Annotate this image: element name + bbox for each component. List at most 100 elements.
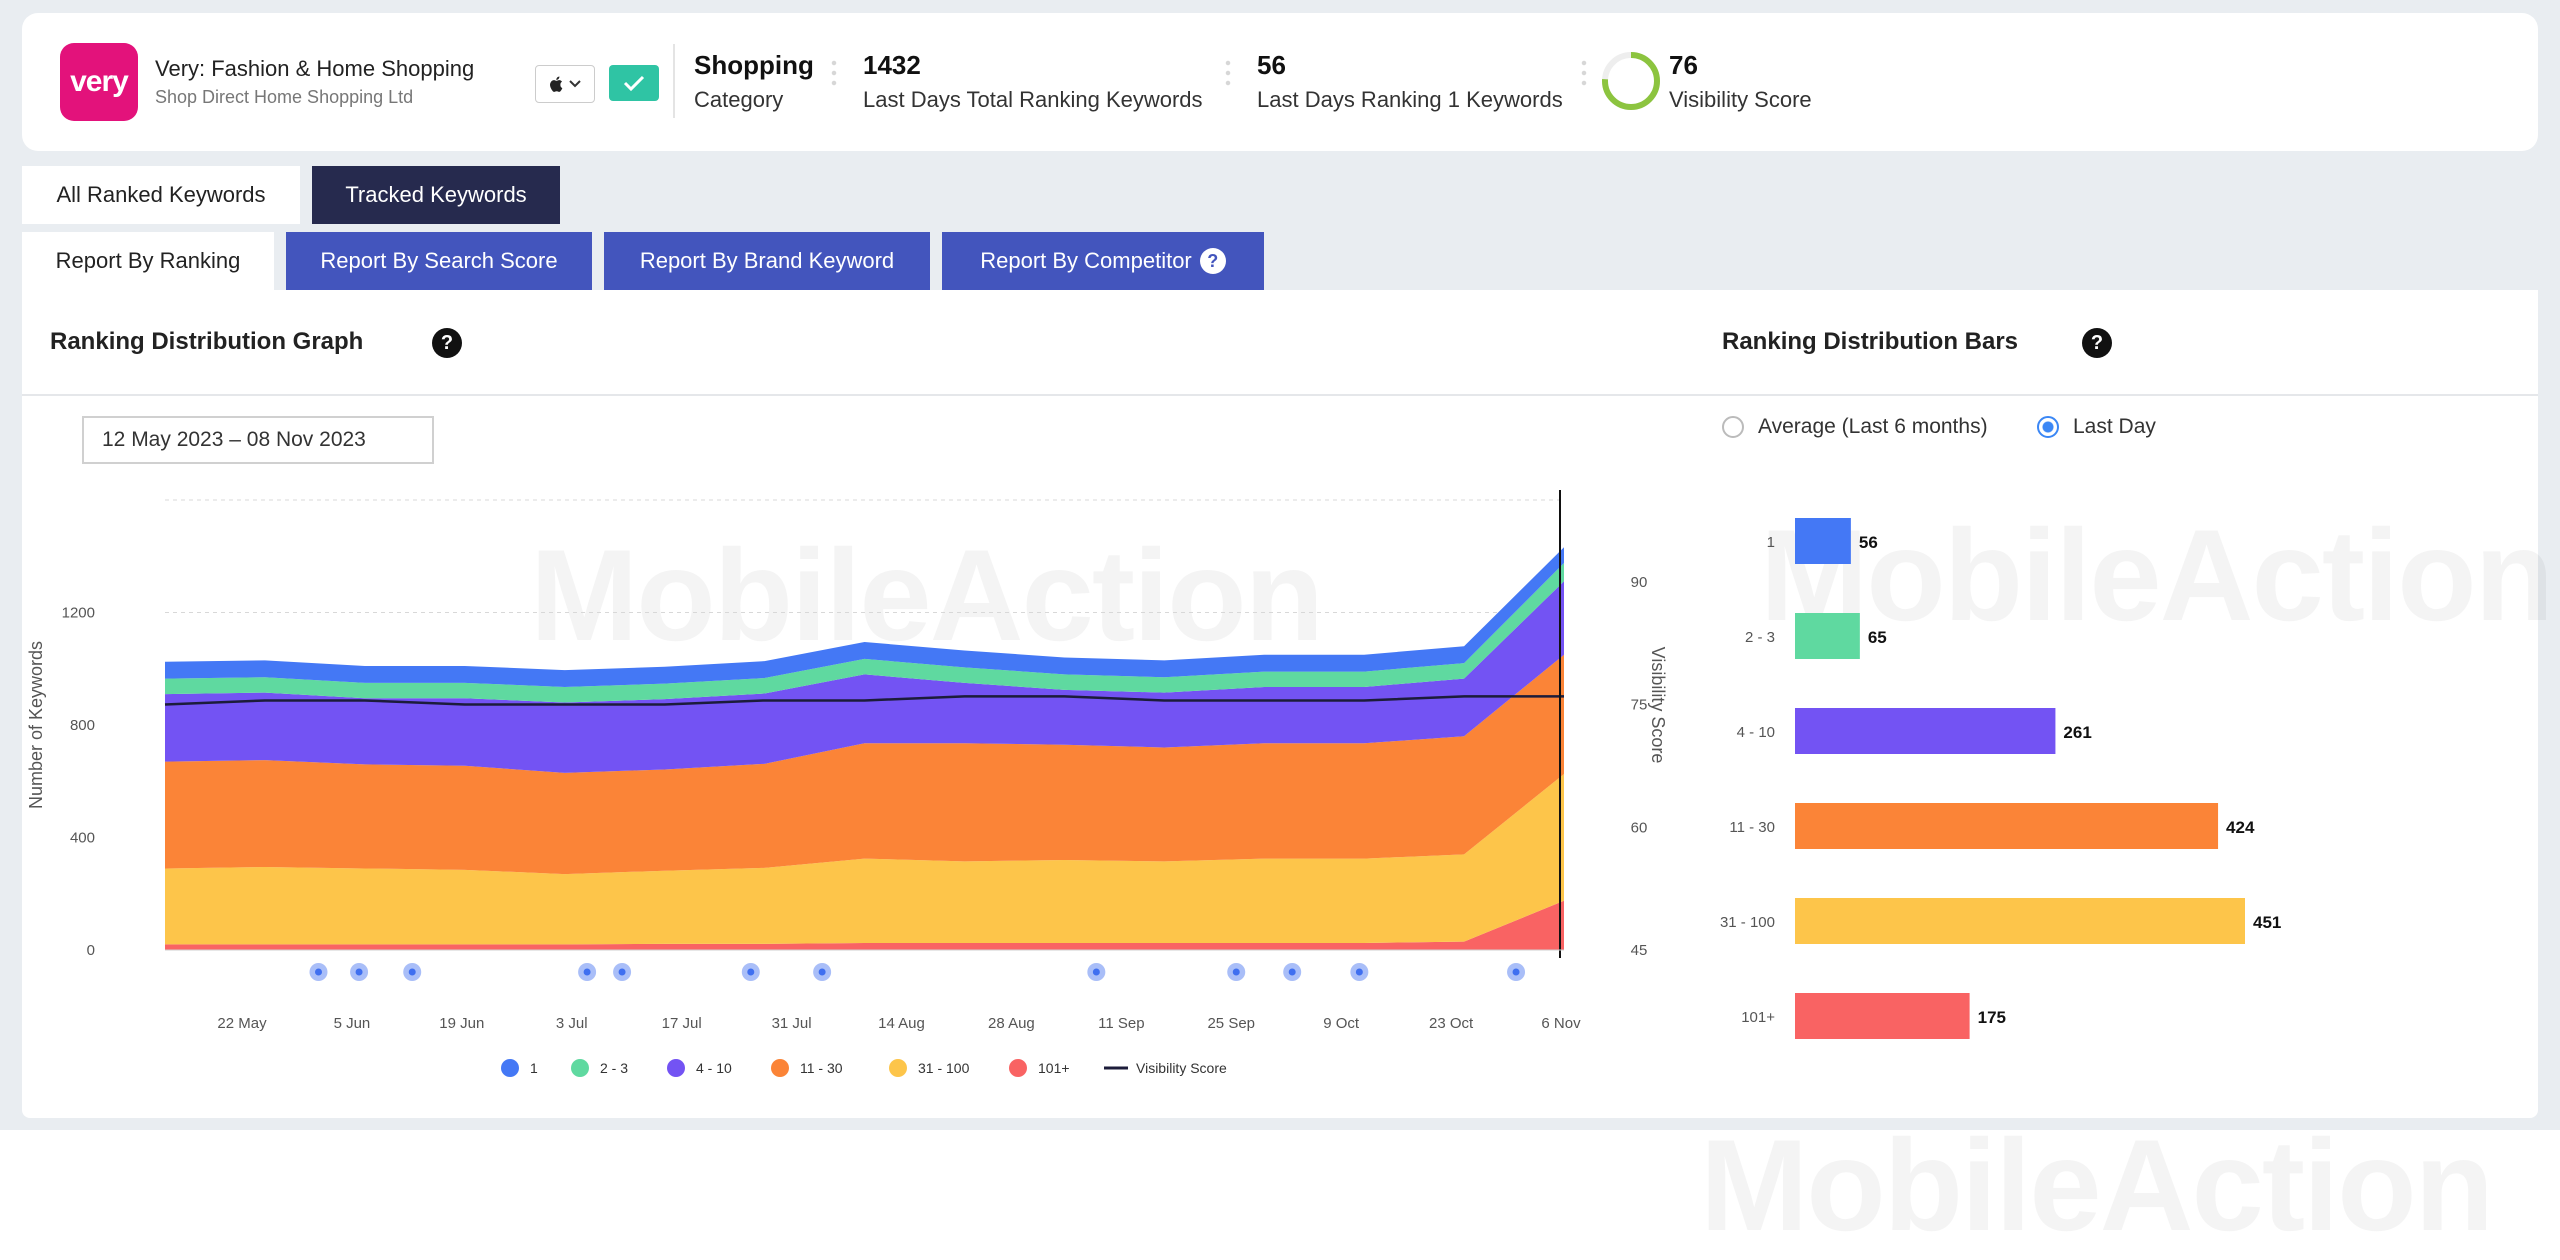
confirm-button[interactable] — [609, 65, 659, 101]
stat-visibility: 76 Visibility Score — [1669, 50, 1812, 113]
area-series-101+[interactable] — [165, 900, 1564, 950]
bar-category-label: 4 - 10 — [1737, 724, 1775, 741]
annotation-pin-icon[interactable] — [1087, 963, 1106, 981]
help-icon[interactable]: ? — [2082, 328, 2112, 358]
y2-tick-label: 60 — [1631, 819, 1648, 836]
category-value: Shopping — [694, 50, 814, 80]
separator-dots — [1224, 58, 1232, 88]
area-series-11-30[interactable] — [165, 654, 1564, 875]
annotation-pin-icon[interactable] — [578, 963, 597, 981]
annotation-pin-icon[interactable] — [403, 963, 422, 981]
tab-all-ranked-keywords[interactable]: All Ranked Keywords — [22, 166, 300, 224]
separator-dots — [830, 58, 838, 88]
annotation-pin-icon[interactable] — [1350, 963, 1369, 981]
legend-swatch — [889, 1059, 907, 1077]
legend-item[interactable]: 1 — [501, 1059, 538, 1077]
annotation-pin-icon[interactable] — [613, 963, 632, 981]
pin-dot — [1232, 968, 1240, 976]
radio-last-day[interactable]: Last Day — [2037, 415, 2156, 439]
x-tick-label: 5 Jun — [334, 1015, 371, 1032]
subtab-report-by-ranking[interactable]: Report By Ranking — [22, 232, 274, 290]
tab-tracked-keywords[interactable]: Tracked Keywords — [312, 166, 560, 224]
y-tick-label: 1200 — [62, 605, 95, 622]
area-series-31-100[interactable] — [165, 773, 1564, 945]
radio-average-6-months[interactable]: Average (Last 6 months) — [1722, 415, 1988, 439]
area-series-1[interactable] — [165, 547, 1564, 688]
annotation-pin-icon[interactable] — [309, 963, 328, 981]
bar-2-3[interactable] — [1795, 613, 1860, 659]
bar-category-label: 31 - 100 — [1720, 914, 1775, 931]
apple-icon — [550, 76, 563, 92]
ranking-distribution-bars[interactable]: 1 56 2 - 3 65 4 - 10 261 11 - 30 424 31 - 100 451… — [1700, 480, 2530, 1080]
rank1-keywords-label: Last Days Ranking 1 Keywords — [1257, 87, 1563, 112]
help-icon[interactable]: ? — [1199, 248, 1226, 274]
legend-swatch — [667, 1059, 685, 1077]
pin-dot — [355, 968, 363, 976]
watermark: MobileAction — [1700, 1110, 2494, 1260]
bar-value-label: 65 — [1868, 628, 1887, 647]
y-tick-label: 400 — [70, 830, 95, 847]
legend-item[interactable]: Visibility Score — [1104, 1060, 1227, 1076]
stat-total-keywords: 1432 Last Days Total Ranking Keywords — [863, 50, 1203, 113]
bar-11-30[interactable] — [1795, 803, 2219, 849]
date-range-picker[interactable]: 12 May 2023 – 08 Nov 2023 — [82, 416, 434, 464]
visibility-gauge — [1602, 52, 1660, 110]
legend-swatch — [1009, 1059, 1027, 1077]
chevron-down-icon — [569, 80, 581, 88]
pin-dot — [583, 968, 591, 976]
legend-item[interactable]: 31 - 100 — [889, 1059, 970, 1077]
legend-label: 101+ — [1038, 1060, 1070, 1076]
ranking-distribution-graph[interactable]: 0 400 800 1200 45 60 75 90 Number of Keywords Vis… — [22, 480, 1702, 1100]
bar-category-label: 11 - 30 — [1729, 819, 1775, 836]
visibility-score-line[interactable] — [164, 695, 1564, 706]
bar-31-100[interactable] — [1795, 898, 2245, 944]
annotation-pin-icon[interactable] — [1507, 963, 1526, 981]
y2-tick-label: 45 — [1631, 942, 1648, 959]
bar-value-label: 451 — [2253, 913, 2281, 932]
watermark: MobileAction — [530, 520, 1324, 670]
x-tick-label: 22 May — [217, 1015, 267, 1032]
bar-4-10[interactable] — [1795, 708, 2056, 754]
y2-axis-label: Visibility Score — [1648, 647, 1668, 764]
pin-dot — [1092, 968, 1100, 976]
annotation-pin-icon[interactable] — [1227, 963, 1246, 981]
subtab-report-by-search-score[interactable]: Report By Search Score — [286, 232, 592, 290]
bars-title: Ranking Distribution Bars — [1722, 328, 2019, 355]
help-icon[interactable]: ? — [432, 328, 462, 358]
subtab-report-by-competitor[interactable]: Report By Competitor ? — [942, 232, 1264, 290]
card-divider — [22, 394, 2538, 396]
pin-dot — [1355, 968, 1363, 976]
x-tick-label: 19 Jun — [439, 1015, 484, 1032]
subtab-report-by-brand-keyword[interactable]: Report By Brand Keyword — [604, 232, 930, 290]
y-tick-label: 800 — [70, 717, 95, 734]
bar-101+[interactable] — [1795, 993, 1970, 1039]
x-tick-label: 17 Jul — [662, 1015, 702, 1032]
annotation-pin-icon[interactable] — [741, 963, 760, 981]
legend-item[interactable]: 2 - 3 — [571, 1059, 628, 1077]
bar-1[interactable] — [1795, 518, 1851, 564]
x-tick-label: 28 Aug — [988, 1015, 1035, 1032]
app-name: Very: Fashion & Home Shopping — [155, 56, 475, 81]
area-series-2-3[interactable] — [165, 563, 1564, 703]
store-select[interactable] — [535, 65, 595, 103]
legend-swatch — [571, 1059, 589, 1077]
y2-tick-label: 75 — [1631, 697, 1648, 714]
legend-item[interactable]: 11 - 30 — [771, 1059, 843, 1077]
x-tick-label: 6 Nov — [1541, 1015, 1581, 1032]
legend-item[interactable]: 4 - 10 — [667, 1059, 732, 1077]
annotation-pin-icon[interactable] — [813, 963, 832, 981]
legend-item[interactable]: 101+ — [1009, 1059, 1070, 1077]
legend-label: 1 — [530, 1060, 538, 1076]
radio-circle-selected — [2037, 416, 2059, 438]
area-series-4-10[interactable] — [165, 581, 1564, 773]
bar-value-label: 261 — [2063, 723, 2091, 742]
pin-dot — [618, 968, 626, 976]
total-keywords-value: 1432 — [863, 50, 921, 80]
stat-category: Shopping Category — [694, 50, 814, 113]
annotation-pin-icon[interactable] — [1283, 963, 1302, 981]
annotation-pin-icon[interactable] — [350, 963, 369, 981]
watermark: MobileAction — [1760, 500, 2554, 650]
app-developer: Shop Direct Home Shopping Ltd — [155, 87, 414, 107]
x-tick-label: 9 Oct — [1323, 1015, 1360, 1032]
bar-category-label: 1 — [1767, 534, 1775, 551]
